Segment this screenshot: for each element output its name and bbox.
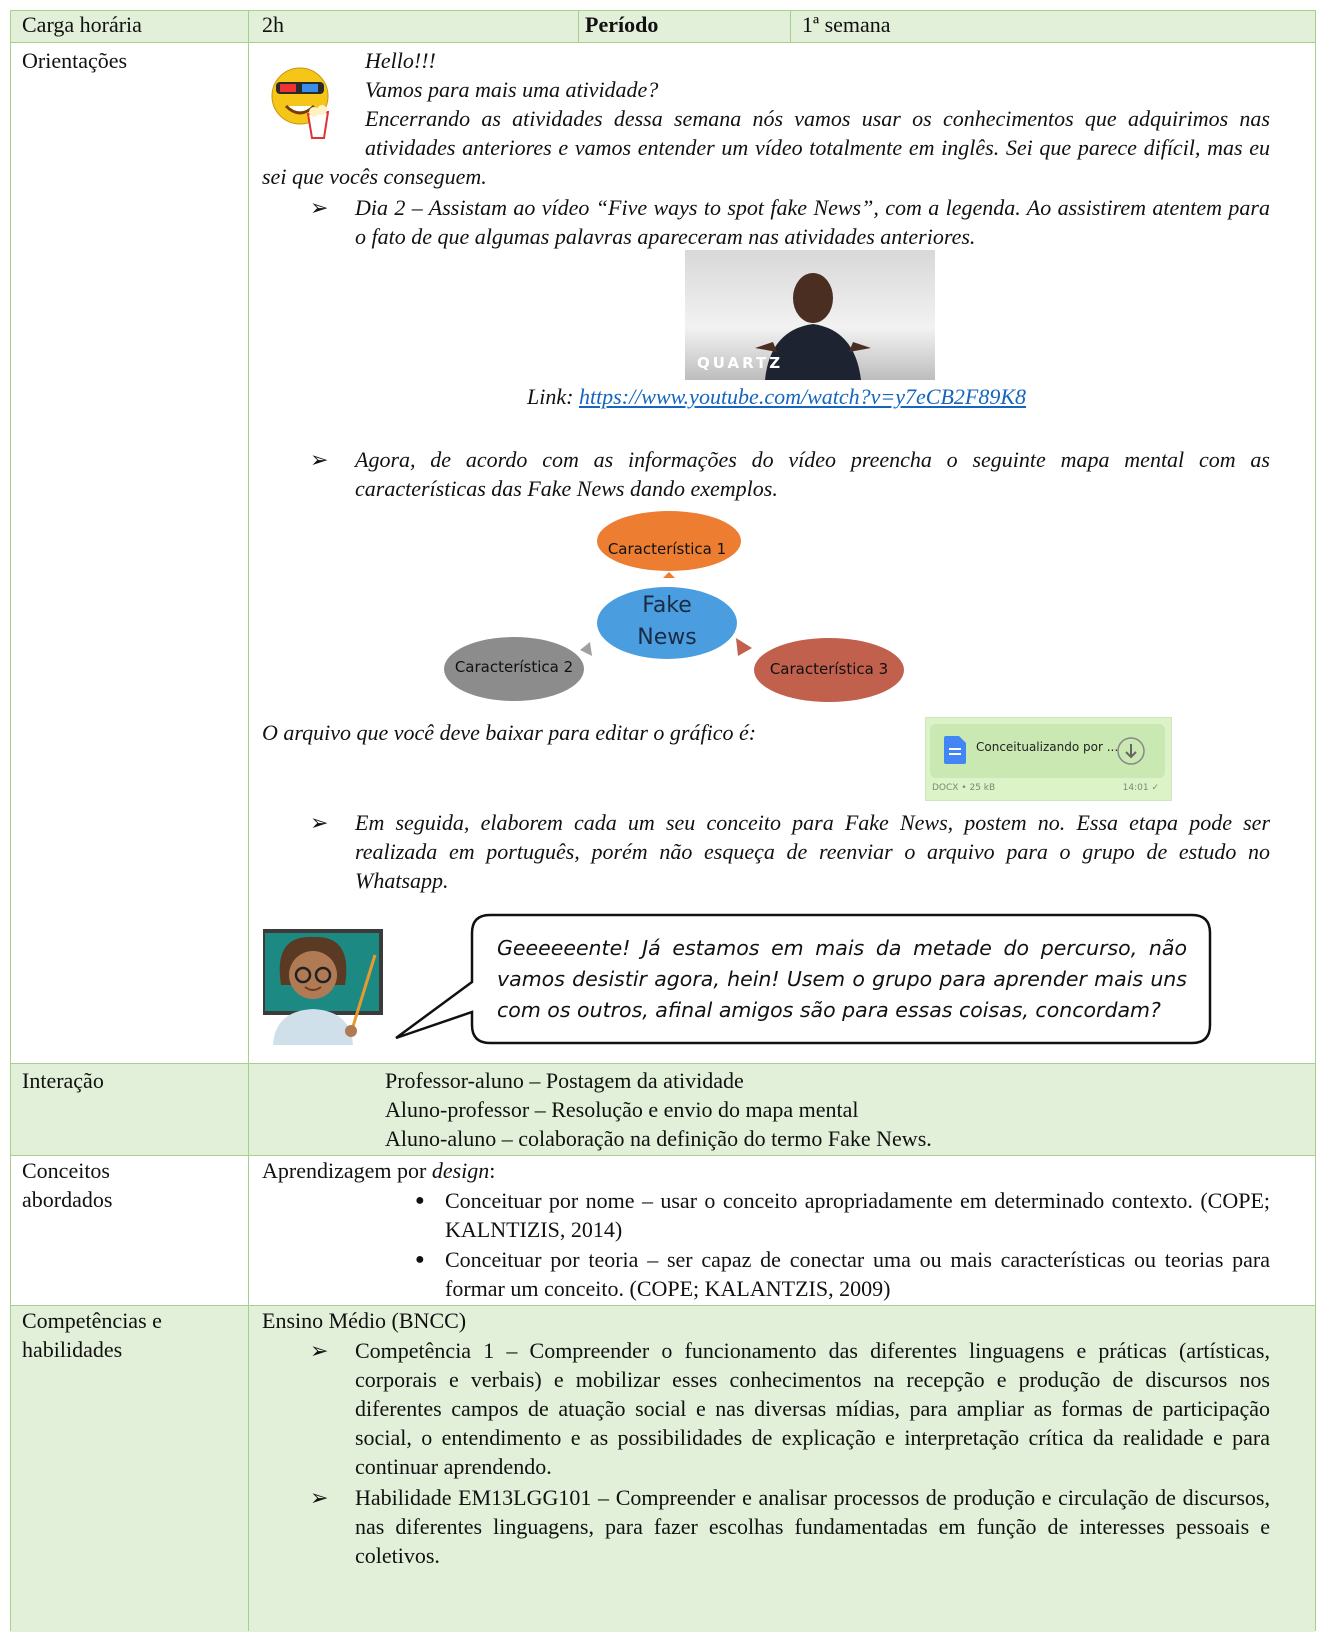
speech-bubble: [395, 913, 1212, 1045]
conceitos-label: Conceitos abordados: [22, 1158, 113, 1212]
interacao-line: Professor-aluno – Postagem da atividade: [385, 1068, 744, 1093]
conceitos-row: [10, 1155, 1315, 1306]
carga-label: Carga horária: [22, 12, 142, 37]
border: [578, 10, 579, 42]
border: [10, 10, 11, 1631]
competencia-item: Habilidade EM13LGG101 – Compreender e an…: [310, 1483, 1270, 1570]
intro-suffix: :: [489, 1158, 496, 1183]
thumbnail-caption: QUARTZ: [697, 354, 784, 372]
header-row: [10, 10, 1315, 43]
border: [790, 10, 791, 42]
file-time: 14:01 ✓: [1122, 783, 1159, 793]
file-name: Conceitualizando por ...: [976, 740, 1119, 754]
orientacoes-row: [10, 42, 1315, 1064]
periodo-label: Período: [585, 12, 659, 37]
competencias-intro: Ensino Médio (BNCC): [262, 1308, 467, 1333]
interacao-row: [10, 1063, 1315, 1156]
mind-map: Característica 1 Característica 2 Caract…: [444, 511, 904, 702]
mind-map-node: Característica 1: [607, 540, 727, 558]
popcorn-emoji: [271, 67, 330, 139]
interacao-lines: Professor-aluno – Postagem da atividade …: [385, 1066, 932, 1153]
conceito-item: Conceituar por teoria – ser capaz de con…: [415, 1245, 1270, 1303]
file-prompt: O arquivo que você deve baixar para edit…: [262, 720, 757, 745]
border: [1315, 10, 1316, 1631]
interacao-line: Aluno-professor – Resolução e envio do m…: [385, 1097, 859, 1122]
conceitos-intro: Aprendizagem por design:: [262, 1156, 495, 1185]
competencias-label: Competências e habilidades: [22, 1308, 162, 1362]
border: [248, 10, 249, 1631]
mind-map-node: Característica 3: [769, 660, 889, 678]
item-3: Em seguida, elaborem cada um seu conceit…: [310, 808, 1270, 895]
download-icon[interactable]: [1116, 736, 1146, 766]
video-link[interactable]: https://www.youtube.com/watch?v=y7eCB2F8…: [578, 384, 1026, 409]
mind-map-center: Fake News: [637, 593, 697, 650]
competencia-item: Competência 1 – Compreender o funcioname…: [310, 1336, 1270, 1481]
orientacoes-label: Orientações: [22, 48, 128, 73]
link-line: Link: https://www.youtube.com/watch?v=y7…: [527, 382, 1026, 411]
item-1: Dia 2 – Assistam ao vídeo “Five ways to …: [310, 193, 1270, 251]
item-2: Agora, de acordo com as informações do v…: [310, 445, 1270, 503]
intro-emphasis: design: [431, 1158, 490, 1183]
link-label: Link:: [527, 384, 574, 409]
conceito-item: Conceituar por nome – usar o conceito ap…: [415, 1186, 1270, 1244]
interacao-label: Interação: [22, 1068, 104, 1093]
teacher-emoji: [263, 929, 383, 1045]
file-meta: DOCX • 25 kB: [932, 783, 996, 793]
greeting-line: Vamos para mais uma atividade?: [365, 77, 659, 102]
intro-text: Encerrando as atividades dessa semana nó…: [262, 106, 1270, 189]
doc-icon: [944, 736, 966, 764]
mind-map-node: Característica 2: [454, 658, 574, 676]
intro-prefix: Aprendizagem por: [262, 1158, 427, 1183]
interacao-line: Aluno-aluno – colaboração na definição d…: [385, 1126, 932, 1151]
greeting-line: Hello!!!: [365, 48, 436, 73]
speech-text: Geeeeeente! Já estamos em mais da metade…: [497, 936, 1187, 1022]
periodo-value: 1ª semana: [802, 12, 891, 37]
video-thumbnail: QUARTZ: [685, 250, 935, 380]
file-card[interactable]: Conceitualizando por ... DOCX • 25 kB 14…: [925, 717, 1172, 801]
intro-block: Hello!!! Vamos para mais uma atividade? …: [262, 46, 1270, 191]
carga-value: 2h: [262, 12, 284, 37]
